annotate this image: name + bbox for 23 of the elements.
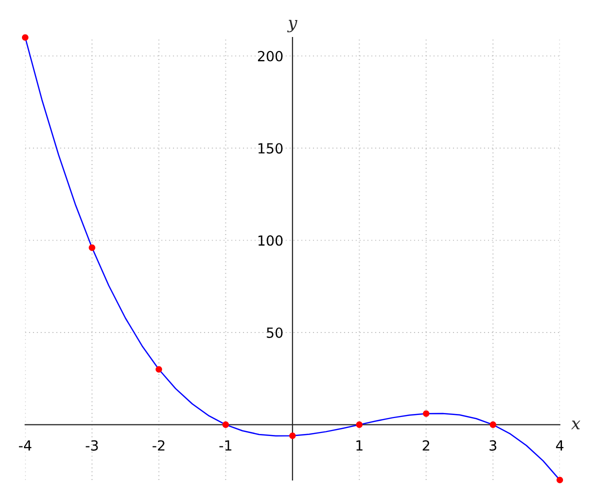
point: [22, 34, 28, 41]
x-tick-label: 2: [422, 440, 430, 451]
point: [422, 410, 430, 417]
point: [156, 366, 162, 373]
x-tick-label: 1: [356, 440, 362, 451]
x-tick-label: 4: [556, 440, 564, 451]
point: [289, 432, 296, 440]
x-axis-title: x: [571, 420, 580, 430]
x-tick-label: -3: [86, 440, 98, 451]
y-tick-label: 150: [258, 143, 283, 154]
point: [88, 244, 96, 251]
x-tick-label: -1: [219, 440, 232, 451]
point: [490, 421, 496, 428]
point: [222, 421, 229, 428]
y-tick-label: 50: [266, 327, 283, 338]
point: [356, 421, 363, 428]
y-tick-label: 200: [258, 50, 283, 62]
y-tick-label: 100: [258, 235, 283, 246]
x-tick-label: -4: [18, 440, 32, 451]
y-axis-title: y: [287, 20, 298, 32]
point: [556, 476, 564, 484]
x-tick-label: -2: [152, 440, 164, 451]
x-tick-label: 3: [490, 440, 496, 451]
